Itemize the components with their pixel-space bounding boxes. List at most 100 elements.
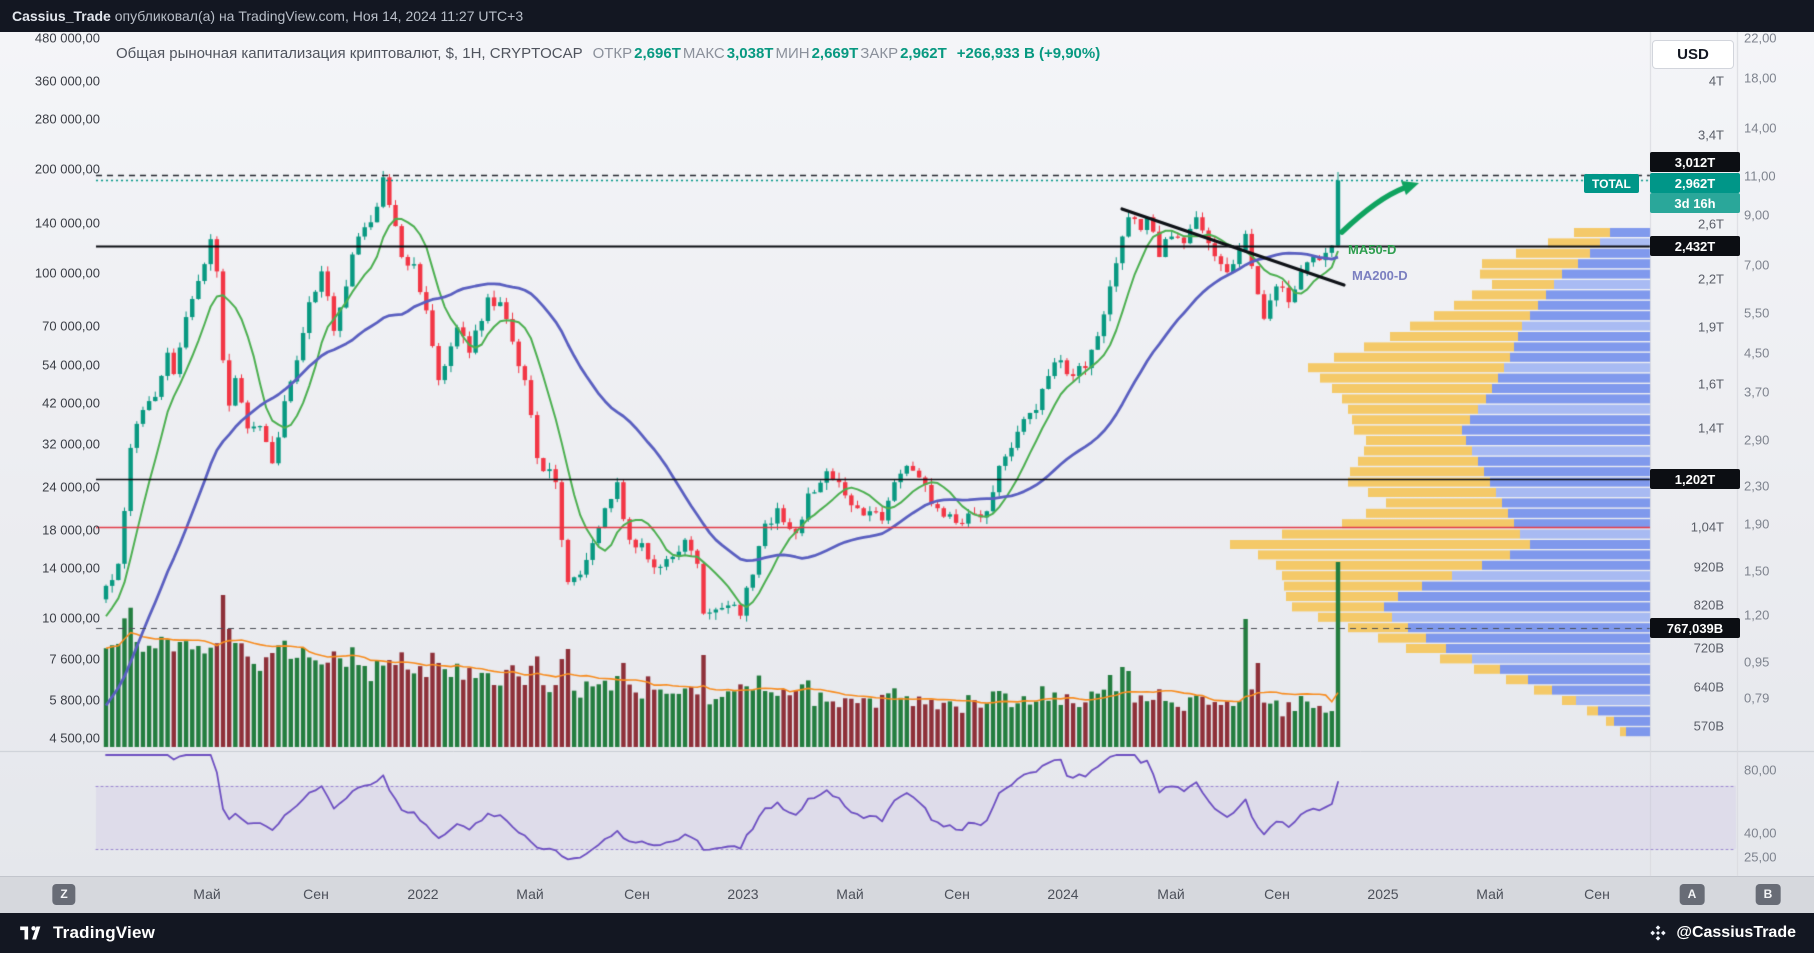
right-axis-label: 920В: [1693, 559, 1724, 575]
publisher-username: Cassius_Trade: [12, 8, 111, 24]
ma200-label: MA200-D: [1352, 268, 1408, 283]
ohlc-field-label: ОТКР: [592, 45, 633, 62]
far-right-axis-label: 2,90: [1744, 432, 1770, 448]
left-axis-label: 480 000,00: [34, 30, 100, 46]
time-axis-label: 2024: [1047, 886, 1079, 902]
ohlc-field: ЗАКР 2,962Т: [860, 45, 947, 62]
publish-info: Cassius_Trade опубликовал(а) на TradingV…: [12, 8, 523, 24]
far-right-axis-label: 9,00: [1744, 207, 1770, 223]
price-badge: 3,012Т: [1650, 152, 1740, 172]
far-right-axis-label: 5,50: [1744, 305, 1770, 321]
far-right-axis-label: 3,70: [1744, 384, 1770, 400]
left-axis-label: 280 000,00: [34, 111, 100, 127]
time-axis-label: Сен: [1264, 886, 1290, 902]
far-right-axis-label: 11,00: [1744, 168, 1776, 184]
far-right-axis-label: 2,30: [1744, 478, 1770, 494]
change-readout: +266,933 В (+9,90%): [956, 45, 1101, 62]
total-symbol-tag: TOTAL: [1584, 174, 1639, 193]
ohlc-field: ОТКР 2,696Т: [593, 45, 681, 62]
far-right-axis-label: 0,79: [1744, 690, 1770, 706]
price-badge: 767,039В: [1650, 618, 1740, 638]
symbol-title[interactable]: Общая рыночная капитализация криптовалют…: [116, 45, 583, 62]
far-right-axis-label: 18,00: [1744, 70, 1777, 86]
price-scale-pill-b[interactable]: B: [1755, 884, 1781, 905]
ohlc-field-value: 3,038Т: [726, 45, 774, 62]
left-axis-label: 24 000,00: [42, 479, 100, 495]
left-axis-label: 32 000,00: [42, 436, 100, 452]
time-axis-label: Май: [1157, 886, 1185, 902]
price-scale-pill-a[interactable]: A: [1679, 884, 1705, 905]
left-axis-label: 100 000,00: [34, 265, 100, 281]
ohlc-field-label: МАКС: [682, 45, 725, 62]
left-axis-label: 10 000,00: [42, 610, 100, 626]
left-axis-label: 18 000,00: [42, 522, 100, 538]
right-axis-label: 1,9Т: [1697, 319, 1724, 335]
left-axis-label: 5 800,00: [49, 692, 100, 708]
top-bar: Cassius_Trade опубликовал(а) на TradingV…: [0, 0, 1814, 32]
right-axis-label: 1,6Т: [1697, 376, 1724, 392]
far-right-axis-label: 14,00: [1744, 120, 1777, 136]
ohlc-field-value: 2,669Т: [811, 45, 859, 62]
rsi-axis-label: 40,00: [1744, 825, 1777, 841]
author-handle[interactable]: @CassiusTrade: [1649, 924, 1796, 942]
ohlc-field-label: МИН: [775, 45, 810, 62]
price-scale-pill-z[interactable]: Z: [52, 884, 76, 905]
right-axis-label: 2,6Т: [1697, 216, 1724, 232]
ohlc-field-label: ЗАКР: [860, 45, 899, 62]
right-axis-label: 3,4Т: [1697, 127, 1724, 143]
left-axis-label: 42 000,00: [42, 395, 100, 411]
publish-info-text: опубликовал(а) на TradingView.com, Ноя 1…: [110, 8, 524, 24]
time-axis-label: Май: [516, 886, 544, 902]
far-right-axis-label: 4,50: [1744, 345, 1770, 361]
tradingview-brand-label: TradingView: [53, 923, 156, 942]
time-axis-label: Май: [193, 886, 221, 902]
time-axis-label: Сен: [624, 886, 650, 902]
right-axis-label: 640В: [1693, 679, 1724, 695]
tradingview-logo-icon: [18, 922, 44, 944]
left-axis-label: 140 000,00: [34, 215, 100, 231]
far-right-axis-label: 0,95: [1744, 654, 1770, 670]
right-axis-label: 570В: [1693, 718, 1724, 734]
right-axis-label: 2,2Т: [1697, 271, 1724, 287]
right-axis-label: 820В: [1693, 597, 1724, 613]
author-handle-label: @CassiusTrade: [1676, 924, 1796, 941]
ohlc-field: МИН 2,669Т: [775, 45, 858, 62]
left-axis-label: 14 000,00: [42, 560, 100, 576]
time-axis-label: 2023: [727, 886, 759, 902]
diamond-logo-icon: [1649, 924, 1667, 942]
ma50-label: MA50-D: [1348, 242, 1397, 257]
rsi-axis-label: 25,00: [1744, 849, 1777, 865]
time-axis-label: Сен: [303, 886, 329, 902]
far-right-axis-label: 1,90: [1744, 516, 1770, 532]
right-axis-label: 1,4Т: [1697, 420, 1724, 436]
left-axis-label: 200 000,00: [34, 161, 100, 177]
right-axis-label: 1,04Т: [1690, 519, 1724, 535]
price-badge: 2,432Т: [1650, 236, 1740, 256]
ohlc-field: МАКС 3,038Т: [683, 45, 774, 62]
time-axis-label: Сен: [944, 886, 970, 902]
far-right-axis-label: 1,20: [1744, 607, 1770, 623]
far-right-axis-label: 22,00: [1744, 30, 1777, 46]
price-badge: 1,202Т: [1650, 469, 1740, 489]
symbol-header: Общая рыночная капитализация криптовалют…: [116, 45, 1100, 62]
tradingview-brand[interactable]: TradingView: [18, 922, 155, 944]
rsi-axis-label: 80,00: [1744, 762, 1777, 778]
time-axis-label: 2025: [1367, 886, 1399, 902]
bottom-bar: TradingView @CassiusTrade: [0, 913, 1814, 953]
far-right-axis-label: 1,50: [1744, 563, 1770, 579]
chart-plot-area[interactable]: [0, 32, 1650, 876]
currency-button[interactable]: USD: [1652, 40, 1734, 69]
left-axis-label: 4 500,00: [49, 730, 100, 746]
left-axis-label: 7 600,00: [49, 651, 100, 667]
right-axis-label: 720В: [1693, 640, 1724, 656]
price-badge: 2,962Т: [1650, 173, 1740, 193]
far-right-axis-label: 7,00: [1744, 257, 1770, 273]
time-axis-strip[interactable]: [0, 876, 1814, 913]
ohlc-field-value: 2,696Т: [634, 45, 681, 62]
price-badge: 3d 16h: [1650, 193, 1740, 213]
time-axis-label: Май: [1476, 886, 1504, 902]
right-axis-label: 4Т: [1708, 73, 1724, 89]
left-axis-label: 360 000,00: [34, 73, 100, 89]
left-axis-label: 70 000,00: [42, 318, 100, 334]
left-axis-label: 54 000,00: [42, 357, 100, 373]
